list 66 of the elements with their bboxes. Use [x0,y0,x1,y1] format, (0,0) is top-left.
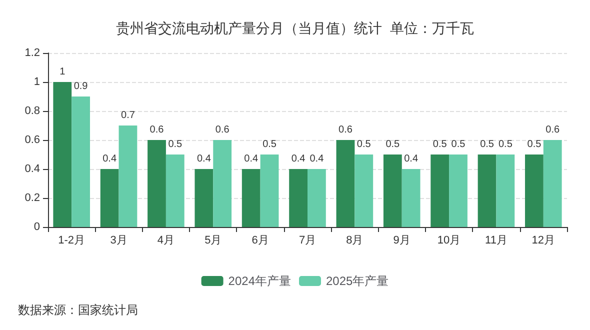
x-tick-label: 12月 [532,234,556,246]
bar [260,154,279,227]
legend-label: 2024年产量 [228,274,292,288]
bar [194,169,214,227]
data-label: 0.7 [121,110,136,121]
bar [166,154,184,227]
y-tick-label: 0.4 [24,163,40,175]
bar [525,154,544,227]
bar [148,140,166,227]
bar [449,154,468,227]
data-label: 0.4 [196,154,212,164]
data-label: 0.5 [168,139,183,150]
data-label: 0.4 [102,154,117,164]
x-tick-label: 3月 [110,234,128,246]
bar [289,169,308,227]
data-label: 0.4 [310,154,324,164]
data-label: 0.9 [74,81,88,92]
x-tick-label: 5月 [204,234,222,246]
y-tick-label: 0.8 [24,105,40,117]
x-tick-label: 6月 [252,234,269,246]
x-tick-label: 11月 [485,234,508,246]
bar [308,169,326,227]
bar [242,169,260,227]
data-label: 0.6 [150,124,164,136]
legend-label: 2025年产量 [326,274,389,288]
data-label: 0.5 [451,139,466,150]
chart-title: 贵州省交流电动机产量分月（当月值）统计 单位：万千瓦 [116,20,474,36]
x-tick-label: 9月 [393,234,410,246]
x-tick-label: 10月 [437,234,461,246]
data-label: 0.5 [498,139,513,150]
bar [543,140,562,227]
data-label: 0.5 [262,139,277,150]
data-label: 0.5 [386,139,400,150]
y-tick-label: 1 [34,76,40,88]
bar [336,140,355,227]
bar [430,154,450,227]
data-label: 0.6 [215,124,230,136]
bar [100,169,119,227]
data-label: 0.6 [546,124,560,136]
data-label: 0.6 [338,124,353,136]
x-tick-label: 1-2月 [58,234,86,246]
x-tick-label: 8月 [346,234,364,246]
bar [402,169,420,227]
bar [478,154,496,227]
bar [72,96,90,227]
data-label: 0.4 [404,154,418,164]
data-label: 0.5 [356,139,372,150]
bar [496,154,515,227]
bar [354,154,374,227]
data-label: 0.4 [291,154,306,164]
x-tick-label: 4月 [157,234,175,246]
data-label: 1 [60,66,66,78]
data-label: 0.4 [244,154,259,164]
bar [383,154,402,227]
bar [118,126,138,227]
y-tick-label: 1.2 [24,47,40,59]
data-label: 0.5 [480,139,494,150]
source-note: 数据来源：国家统计局 [18,303,138,317]
data-label: 0.5 [527,139,542,150]
x-tick-label: 7月 [298,234,316,246]
y-tick-label: 0.6 [24,134,40,146]
y-tick-label: 0.2 [24,192,40,204]
bar [53,82,72,227]
data-label: 0.5 [432,139,448,150]
y-tick-label: 0 [34,221,40,233]
bar [213,140,232,227]
